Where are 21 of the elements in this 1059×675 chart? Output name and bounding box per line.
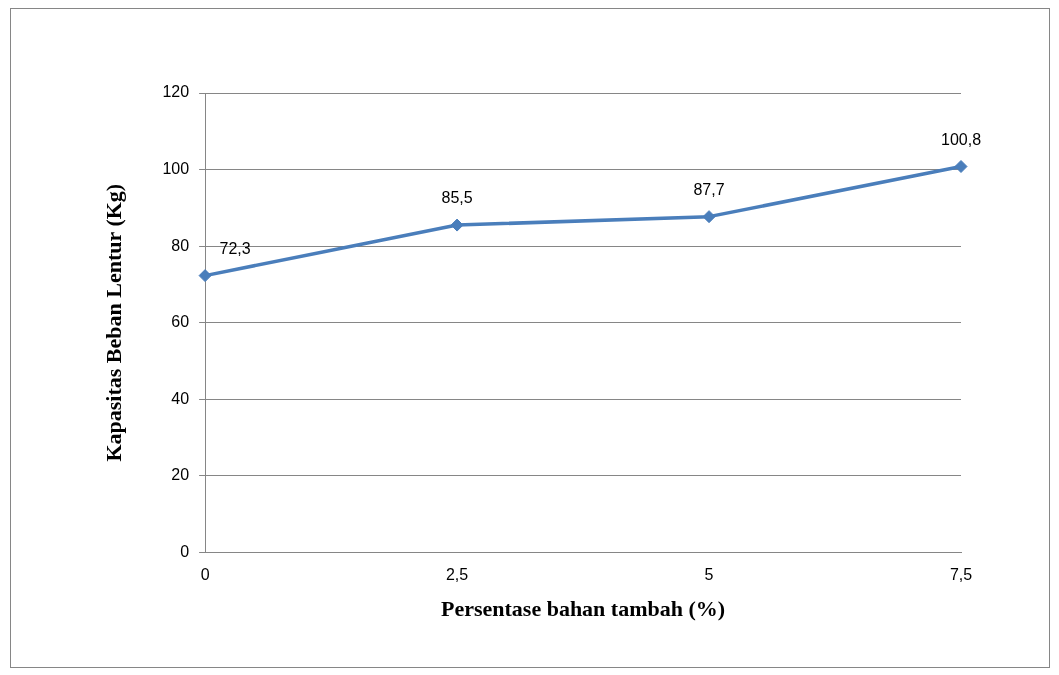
y-tick-label: 20	[171, 466, 190, 484]
x-tick-label: 5	[704, 566, 714, 584]
point	[450, 218, 464, 232]
data-label: 100,8	[940, 130, 982, 148]
point	[954, 160, 968, 173]
y-axis-title: Kapasitas Beban Lentur (Kg)	[100, 183, 126, 462]
y-tick-label: 0	[180, 542, 190, 560]
y-tick-label: 120	[162, 83, 190, 101]
y-tick-label: 60	[171, 313, 190, 331]
y-tick-label: 100	[162, 159, 190, 177]
y-tick-label: 40	[171, 389, 190, 407]
point	[702, 210, 716, 224]
data-label: 72,3	[219, 240, 251, 258]
x-tick-label: 2,5	[445, 566, 469, 584]
data-label: 87,7	[693, 181, 725, 199]
point	[198, 269, 212, 283]
x-tick-label: 7,5	[949, 566, 973, 584]
data-label: 85,5	[441, 189, 473, 207]
x-axis-title: Persentase bahan tambah (%)	[440, 596, 726, 622]
x-tick-label: 0	[200, 566, 210, 584]
y-tick-label: 80	[171, 236, 190, 254]
